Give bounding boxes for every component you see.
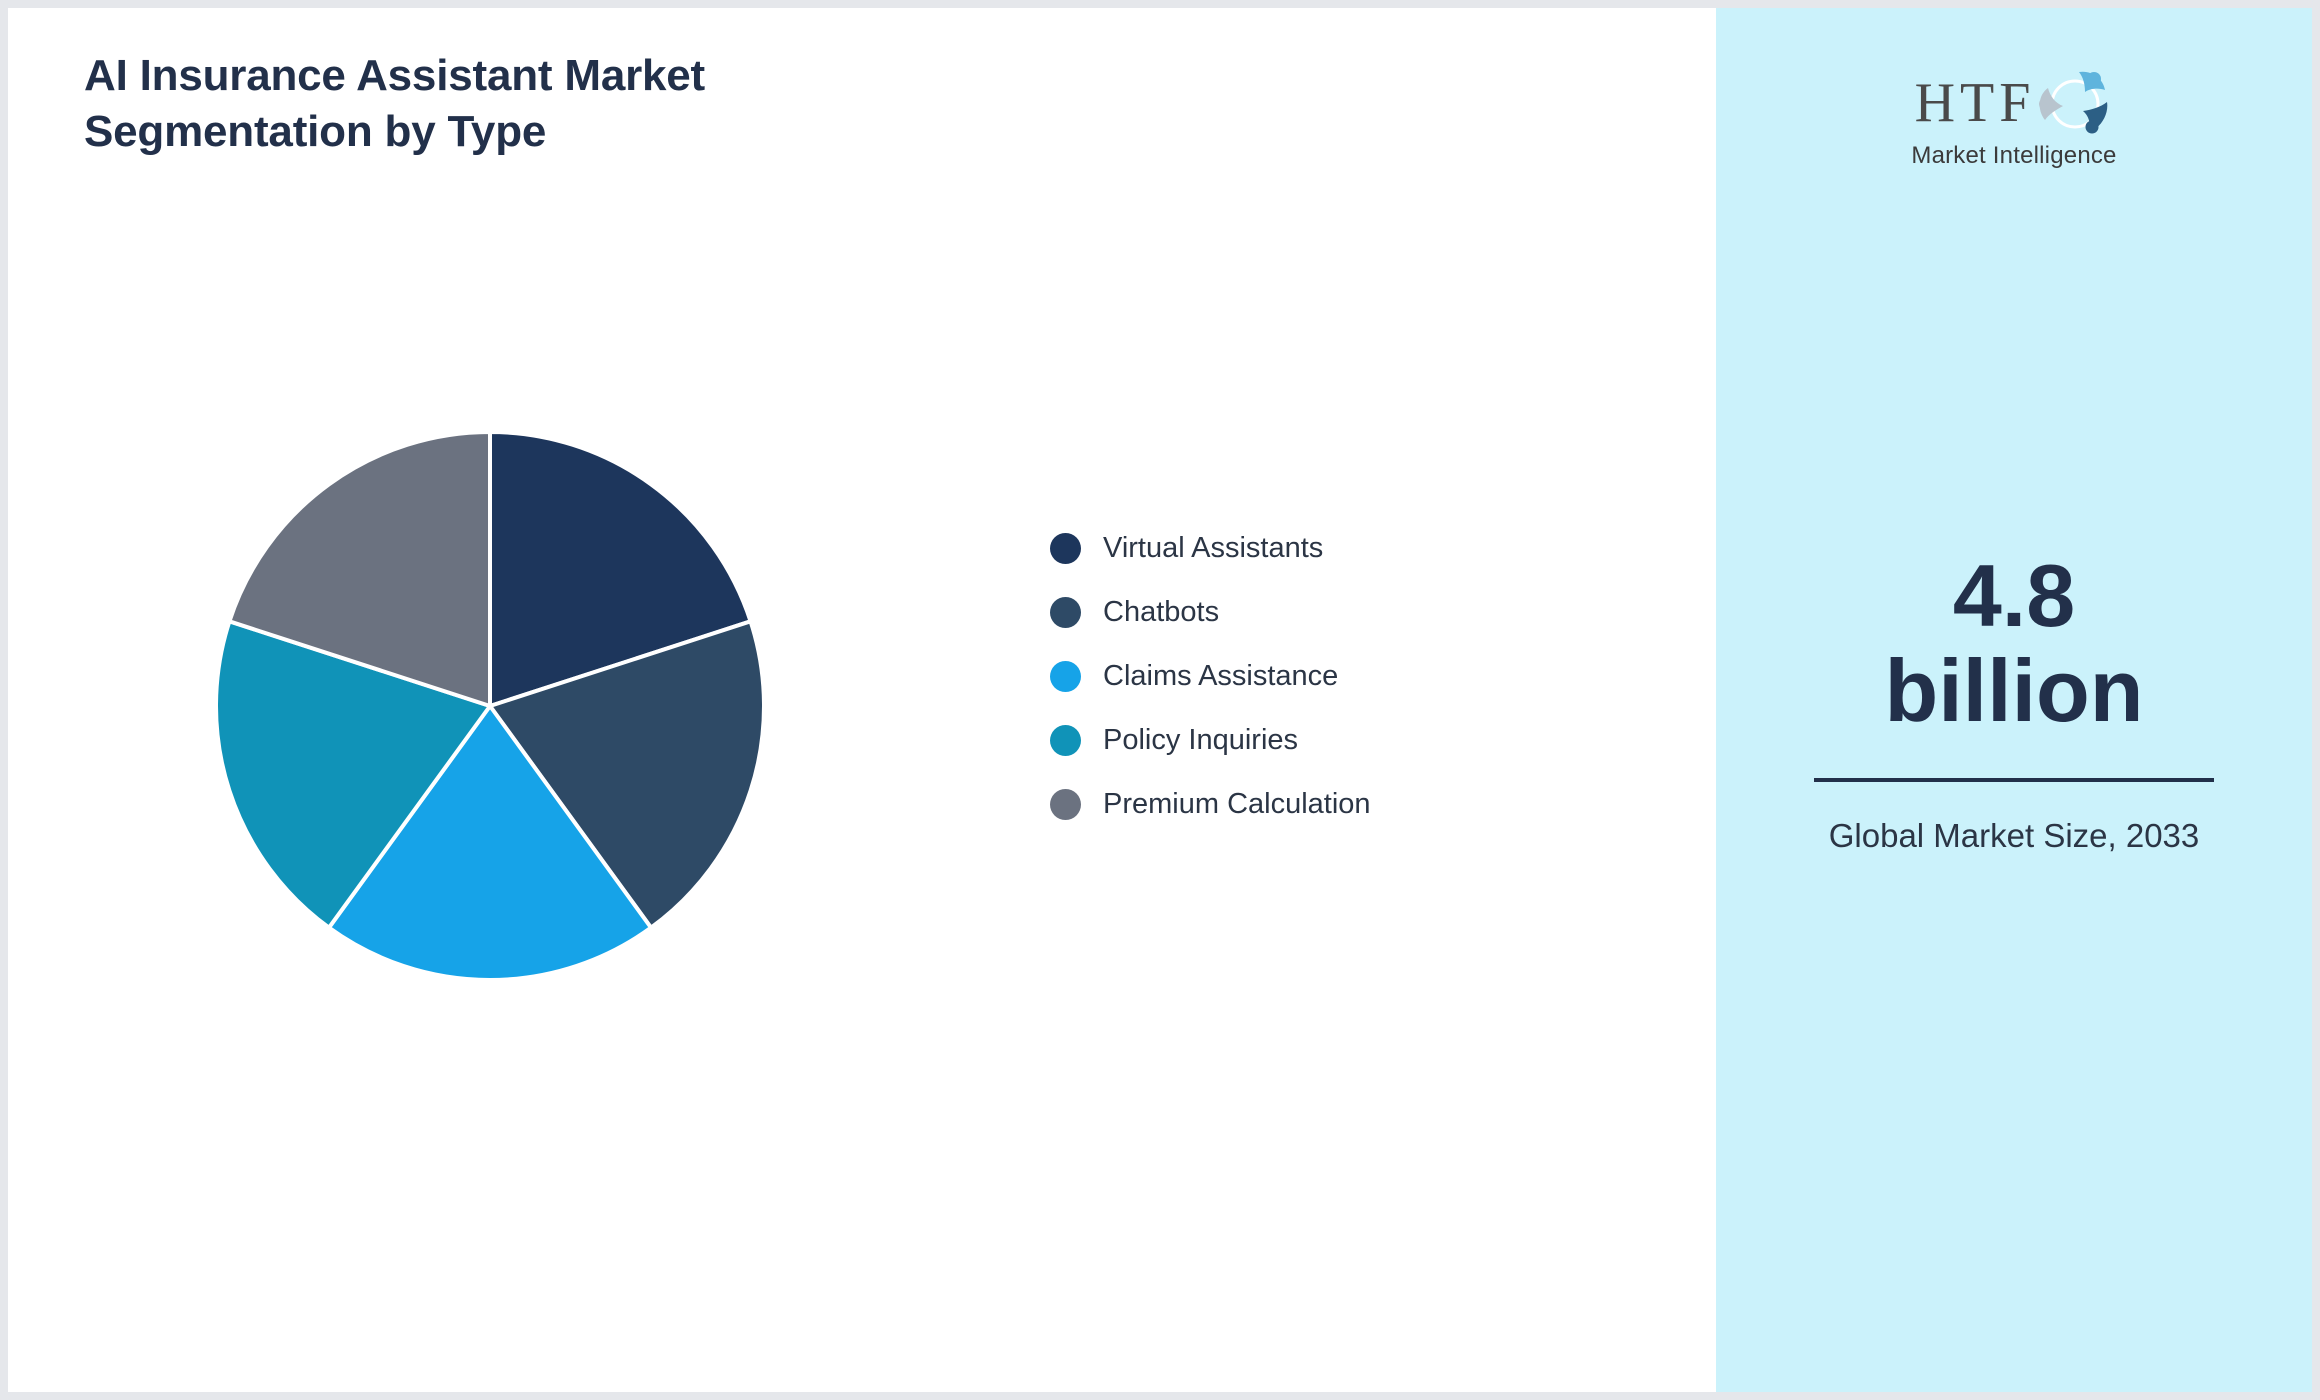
legend-swatch-icon	[1050, 532, 1081, 564]
pie-chart-svg	[215, 431, 765, 981]
stat-panel: H T F Market Intelligence	[1716, 8, 2312, 1392]
brand-letter-t: T	[1960, 72, 1996, 134]
legend-item[interactable]: Premium Calculation	[1050, 788, 1371, 820]
legend-item-label: Policy Inquiries	[1103, 723, 1299, 756]
pie-slice[interactable]	[488, 619, 765, 930]
brand-tagline: Market Intelligence	[1911, 142, 2117, 169]
pie-slice[interactable]	[326, 704, 654, 981]
legend-item[interactable]: Claims Assistance	[1050, 660, 1371, 692]
brand-logo: H T F Market Intelligence	[1716, 66, 2312, 170]
pie-slice[interactable]	[488, 431, 753, 708]
legend-item-label: Chatbots	[1103, 595, 1220, 628]
page-title: AI Insurance Assistant Market Segmentati…	[84, 51, 706, 157]
legend-item-label: Claims Assistance	[1103, 659, 1339, 692]
legend-item[interactable]: Virtual Assistants	[1050, 532, 1371, 564]
legend-item-label: Premium Calculation	[1103, 787, 1371, 820]
pie-chart	[215, 431, 765, 981]
stat-value: 4.8 billion	[1884, 546, 2144, 741]
legend-swatch-icon	[1050, 660, 1081, 692]
brand-letter-h: H	[1914, 72, 1957, 134]
stat-block: 4.8 billion Global Market Size, 2033	[1814, 548, 2214, 859]
legend-swatch-icon	[1050, 724, 1081, 756]
stat-caption: Global Market Size, 2033	[1828, 817, 2200, 855]
htf-swirl-icon	[2035, 66, 2113, 140]
legend-swatch-icon	[1050, 788, 1081, 820]
chart-panel: AI Insurance Assistant Market Segmentati…	[8, 8, 1716, 1392]
brand-letter-f: F	[1999, 72, 2032, 134]
legend-item[interactable]: Policy Inquiries	[1050, 724, 1371, 756]
legend-item-label: Virtual Assistants	[1103, 531, 1324, 564]
legend-swatch-icon	[1050, 596, 1081, 628]
brand-mark: H T F	[1915, 66, 2114, 140]
legend-item[interactable]: Chatbots	[1050, 596, 1371, 628]
chart-legend: Virtual Assistants Chatbots Claims Assista…	[1050, 532, 1371, 820]
stat-divider	[1814, 778, 2214, 783]
pie-slice[interactable]	[227, 431, 492, 708]
pie-slice[interactable]	[215, 619, 492, 930]
